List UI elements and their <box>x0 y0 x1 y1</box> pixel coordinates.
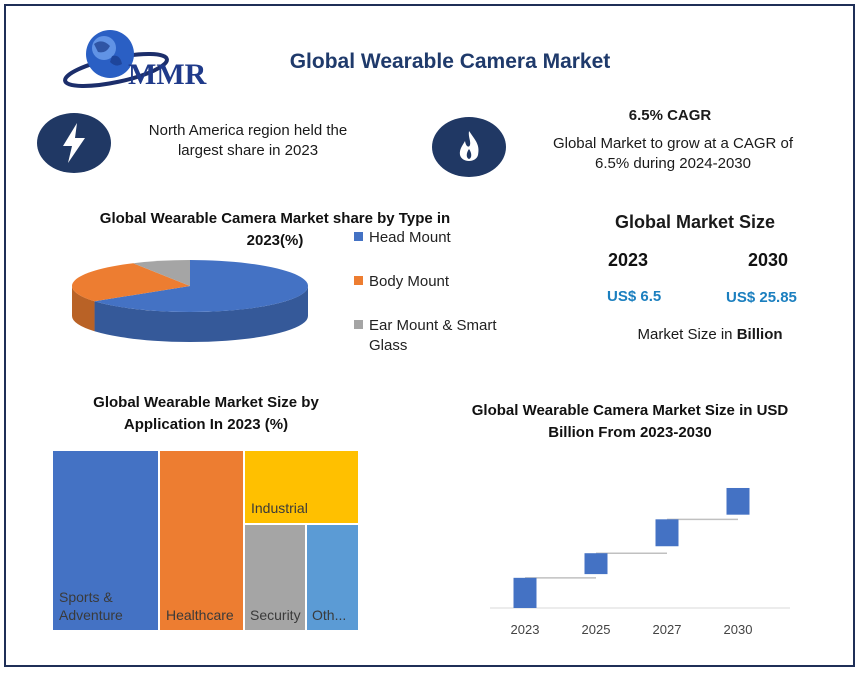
market-year-start: 2023 <box>608 250 649 270</box>
treemap-tile-security: Security <box>245 525 305 630</box>
bar-chart: 2023 2025 2027 2030 <box>490 487 790 637</box>
cagr-title: 6.5% CAGR <box>628 107 712 124</box>
treemap-tile-healthcare: Healthcare <box>160 451 243 630</box>
treemap-label: Sports & Adventure <box>59 589 123 623</box>
pie-slice-head-mount <box>94 260 308 312</box>
bar-2027 <box>655 519 679 547</box>
pie-slice-side-head-mount <box>94 286 308 342</box>
pie-legend: Head Mount Body Mount Ear Mount & Smart … <box>354 228 524 356</box>
legend-item-ear-mount: Ear Mount & Smart Glass <box>354 316 524 356</box>
mmr-logo: MMR <box>58 26 228 98</box>
treemap-label: Security <box>250 607 301 623</box>
bar-chart-title: Global Wearable Camera Market Size in US… <box>471 402 789 441</box>
treemap-label: Oth... <box>312 607 347 623</box>
globe-icon <box>63 30 169 88</box>
legend-item-body-mount: Body Mount <box>354 272 524 292</box>
legend-swatch <box>354 232 363 241</box>
treemap-title: Global Wearable Market Size by Applicati… <box>93 394 319 433</box>
bar-2030 <box>726 487 750 515</box>
market-size-title: Global Market Size <box>614 212 776 232</box>
treemap-label: Industrial <box>251 500 308 516</box>
region-highlight-text: North America region held the largest sh… <box>148 122 348 159</box>
legend-item-head-mount: Head Mount <box>354 228 524 248</box>
infographic-frame <box>4 4 855 667</box>
market-size-unit: Market Size in Billion <box>637 326 783 343</box>
pie-chart-title: Global Wearable Camera Market share by T… <box>99 210 451 249</box>
treemap-chart: Sports & Adventure Healthcare Industrial… <box>53 451 358 630</box>
bar-2023 <box>513 577 537 608</box>
x-tick-2027: 2027 <box>653 622 682 637</box>
x-tick-2023: 2023 <box>511 622 540 637</box>
pie-slice-body-mount <box>72 263 190 302</box>
page-title: Global Wearable Camera Market <box>289 50 611 73</box>
pie-slice-ear-mount <box>133 260 190 286</box>
treemap-tile-sports: Sports & Adventure <box>53 451 158 630</box>
market-value-end: US$ 25.85 <box>726 289 797 306</box>
x-tick-2025: 2025 <box>582 622 611 637</box>
logo-text: MMR <box>128 58 207 91</box>
lightning-icon <box>37 113 111 173</box>
flame-icon <box>432 117 506 177</box>
treemap-tile-industrial: Industrial <box>245 451 358 523</box>
legend-swatch <box>354 276 363 285</box>
treemap-tile-others: Oth... <box>307 525 358 630</box>
pie-slice-side-body-mount <box>72 286 95 332</box>
pie-chart <box>72 260 308 342</box>
cagr-highlight-text: Global Market to grow at a CAGR of 6.5% … <box>552 135 794 172</box>
market-year-end: 2030 <box>748 250 789 270</box>
treemap-label: Healthcare <box>166 607 234 623</box>
bar-2025 <box>584 553 608 575</box>
x-tick-2030: 2030 <box>724 622 753 637</box>
legend-swatch <box>354 320 363 329</box>
market-value-start: US$ 6.5 <box>607 288 662 305</box>
